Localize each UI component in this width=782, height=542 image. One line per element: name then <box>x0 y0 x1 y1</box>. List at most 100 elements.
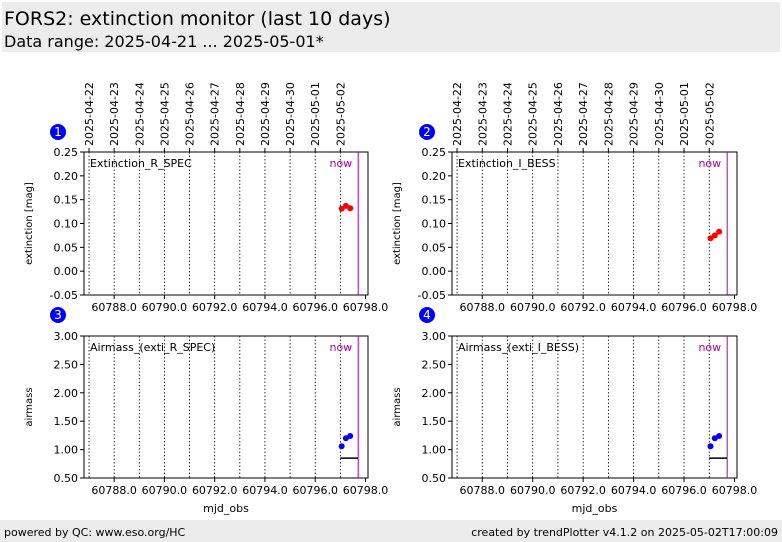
x-tick-label: 60794.0 <box>611 484 657 497</box>
y-tick-label: 0.15 <box>422 194 447 207</box>
date-tick-label: 2025-04-27 <box>577 82 590 146</box>
data-point <box>338 443 345 450</box>
x-tick-label: 60788.0 <box>91 484 137 497</box>
y-tick-label: 1.00 <box>422 444 447 457</box>
date-tick-label: 2025-04-25 <box>527 82 540 146</box>
date-tick-label: 2025-04-28 <box>602 82 615 146</box>
y-axis-label: airmass <box>24 387 35 426</box>
y-tick-label: 0.05 <box>54 241 79 254</box>
panel-badge-number: 3 <box>54 308 62 322</box>
x-tick-label: 60792.0 <box>560 301 606 314</box>
x-tick-label: 60788.0 <box>460 301 506 314</box>
x-tick-label: 60790.0 <box>510 301 556 314</box>
data-point <box>716 432 723 439</box>
panel-badge-number: 2 <box>423 125 431 139</box>
y-axis-label: extinction [mag] <box>392 182 403 265</box>
plot-frame <box>83 335 369 479</box>
x-tick-label: 60792.0 <box>192 301 238 314</box>
y-tick-label: 0.25 <box>422 146 447 159</box>
y-tick-label: 0.50 <box>422 472 447 485</box>
date-tick-label: 2025-05-02 <box>334 82 347 146</box>
date-tick-label: 2025-05-01 <box>678 82 691 146</box>
panel-label: Airmass_(exti_I_BESS) <box>458 341 579 354</box>
y-tick-label: 0.10 <box>54 218 79 231</box>
panel-badge <box>419 124 435 140</box>
chart-panels: now Extinction_R_SPEC -0.05 0.00 0.05 0.10 0.1… <box>24 82 758 515</box>
y-tick-label: 0.05 <box>422 241 447 254</box>
y-tick-label: 3.00 <box>422 330 447 343</box>
data-point <box>707 443 714 450</box>
x-tick-label: 60788.0 <box>91 301 137 314</box>
data-range-subtitle: Data range: 2025-04-21 ... 2025-05-01* <box>4 32 324 51</box>
chart-panel-3 <box>50 307 369 482</box>
y-tick-label: 2.50 <box>422 358 447 371</box>
y-axis-label: extinction [mag] <box>24 182 35 265</box>
date-tick-label: 2025-04-29 <box>628 82 641 146</box>
x-tick-label: 60794.0 <box>242 301 288 314</box>
x-tick-label: 60796.0 <box>292 484 338 497</box>
date-tick-label: 2025-04-28 <box>234 82 247 146</box>
chart-panel-4 <box>419 307 738 482</box>
y-tick-label: 0.20 <box>54 170 79 183</box>
panel-badge <box>50 307 66 323</box>
y-tick-label: -0.05 <box>418 289 446 302</box>
x-tick-label: 60790.0 <box>510 484 556 497</box>
date-tick-label: 2025-04-27 <box>209 82 222 146</box>
y-tick-label: 1.50 <box>54 415 79 428</box>
date-tick-label: 2025-04-25 <box>158 82 171 146</box>
y-tick-label: 2.00 <box>54 387 79 400</box>
x-tick-label: 60798.0 <box>343 484 389 497</box>
now-label: now <box>329 157 352 170</box>
data-point <box>711 232 718 239</box>
x-tick-label: 60796.0 <box>661 484 707 497</box>
now-label: now <box>698 341 721 354</box>
y-tick-label: 0.00 <box>54 265 79 278</box>
y-tick-label: 2.50 <box>54 358 79 371</box>
panel-label: Airmass_(exti_R_SPEC) <box>90 341 215 354</box>
date-tick-label: 2025-04-30 <box>284 82 297 146</box>
x-tick-label: 60788.0 <box>460 484 506 497</box>
y-tick-label: 0.00 <box>422 265 447 278</box>
panel-badge-number: 1 <box>54 125 62 139</box>
x-axis-label: mjd_obs <box>572 502 618 515</box>
chart-panel-2 <box>419 124 738 299</box>
now-label: now <box>698 157 721 170</box>
panel-badge-number: 4 <box>423 308 431 322</box>
x-tick-label: 60796.0 <box>292 301 338 314</box>
y-tick-label: -0.05 <box>50 289 78 302</box>
y-tick-label: 0.25 <box>54 146 79 159</box>
x-tick-label: 60794.0 <box>242 484 288 497</box>
y-tick-label: 0.20 <box>422 170 447 183</box>
y-tick-label: 1.50 <box>422 415 447 428</box>
data-point <box>347 205 354 212</box>
date-tick-label: 2025-04-30 <box>653 82 666 146</box>
date-tick-label: 2025-04-24 <box>501 82 514 146</box>
data-point <box>716 228 723 235</box>
date-tick-label: 2025-04-26 <box>552 82 565 146</box>
chart-panel-1 <box>50 124 369 299</box>
page-title: FORS2: extinction monitor (last 10 days) <box>4 8 391 30</box>
data-point <box>338 205 345 212</box>
x-tick-label: 60796.0 <box>661 301 707 314</box>
date-tick-label: 2025-04-29 <box>259 82 272 146</box>
plot-frame <box>451 151 738 296</box>
date-tick-label: 2025-04-24 <box>133 82 146 146</box>
date-tick-label: 2025-04-22 <box>83 82 96 146</box>
x-tick-label: 60794.0 <box>611 301 657 314</box>
date-tick-label: 2025-05-01 <box>309 82 322 146</box>
y-tick-label: 3.00 <box>54 330 79 343</box>
panel-label: Extinction_I_BESS <box>458 157 556 170</box>
footer-powered-by: powered by QC: www.eso.org/HC <box>4 526 186 539</box>
y-tick-label: 0.50 <box>54 472 79 485</box>
x-tick-label: 60790.0 <box>142 301 188 314</box>
footer-created-by: created by trendPlotter v4.1.2 on 2025-0… <box>471 526 778 539</box>
y-tick-label: 0.15 <box>54 194 79 207</box>
date-tick-label: 2025-05-02 <box>703 82 716 146</box>
plot-frame <box>83 151 369 296</box>
date-tick-label: 2025-04-23 <box>108 82 121 146</box>
x-tick-label: 60790.0 <box>142 484 188 497</box>
x-tick-label: 60798.0 <box>712 484 758 497</box>
x-tick-label: 60798.0 <box>712 301 758 314</box>
x-tick-label: 60792.0 <box>560 484 606 497</box>
date-tick-label: 2025-04-23 <box>476 82 489 146</box>
